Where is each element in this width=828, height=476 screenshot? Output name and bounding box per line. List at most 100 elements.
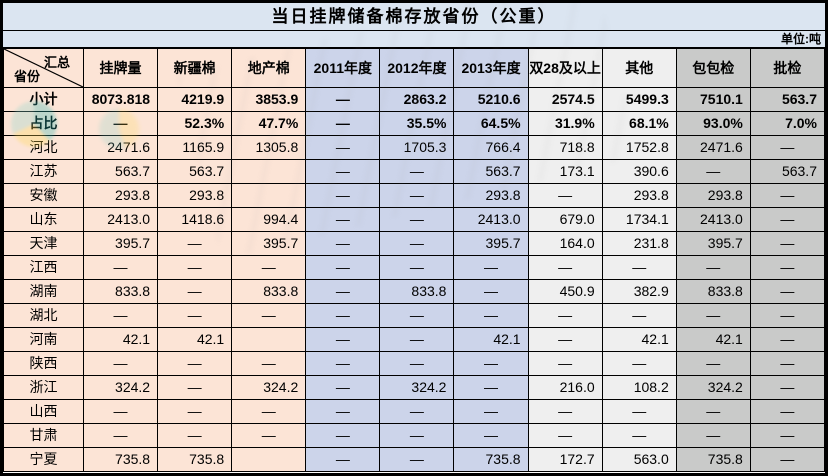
table-cell: — bbox=[601, 255, 677, 280]
row-label: 甘肃 bbox=[3, 423, 84, 448]
table-cell: — bbox=[305, 279, 381, 304]
cotton-province-table: 汇总 省份 挂牌量 新疆棉 地产棉 2011年度 2012年度 2013年度 双28及以上其… bbox=[3, 48, 825, 472]
table-cell: — bbox=[379, 255, 455, 280]
table-cell: 7.0% bbox=[749, 111, 825, 136]
table-cell: — bbox=[379, 303, 455, 328]
table-cell: 293.8 bbox=[453, 183, 529, 208]
table-cell: 108.2 bbox=[601, 375, 677, 400]
table-cell: — bbox=[82, 111, 159, 136]
table-cell: — bbox=[527, 183, 603, 208]
table-cell: 563.0 bbox=[601, 447, 677, 472]
table-cell: — bbox=[305, 447, 381, 472]
table-cell: 35.5% bbox=[379, 111, 455, 136]
table-cell: 563.7 bbox=[453, 159, 529, 184]
table-cell: 8073.818 bbox=[82, 87, 159, 112]
table-cell: — bbox=[749, 327, 825, 352]
table-cell: — bbox=[675, 351, 751, 376]
table-cell: — bbox=[749, 279, 825, 304]
table-cell: — bbox=[157, 351, 233, 376]
table-cell: 42.1 bbox=[453, 327, 529, 352]
table-row: 占比 —52.3% 47.7% —35.5% 64.5% 31.9% 68.1% 93.0% 7… bbox=[3, 111, 825, 136]
table-cell: 2413.0 bbox=[453, 207, 529, 232]
table-row: 陕西 — — — — — — — — — — bbox=[3, 351, 825, 376]
table-cell: — bbox=[305, 207, 381, 232]
table-cell: — bbox=[305, 87, 381, 112]
table-cell: — bbox=[82, 423, 159, 448]
table-cell: — bbox=[305, 135, 381, 160]
table-cell: — bbox=[749, 447, 825, 472]
row-label: 山东 bbox=[3, 207, 84, 232]
table-cell: — bbox=[527, 423, 603, 448]
table-cell: 2413.0 bbox=[675, 207, 751, 232]
table-cell: — bbox=[305, 159, 381, 184]
table-cell: — bbox=[527, 399, 603, 424]
table-cell: — bbox=[379, 159, 455, 184]
table-cell: — bbox=[231, 351, 307, 376]
table-cell: — bbox=[82, 303, 159, 328]
table-cell: 395.7 bbox=[231, 231, 307, 256]
table-cell: 3853.9 bbox=[231, 87, 307, 112]
table-cell: 324.2 bbox=[231, 375, 307, 400]
table-cell: 1305.8 bbox=[231, 135, 307, 160]
table-cell: — bbox=[305, 423, 381, 448]
table-cell: 93.0% bbox=[675, 111, 751, 136]
table-cell: 2471.6 bbox=[82, 135, 159, 160]
table-cell: — bbox=[305, 231, 381, 256]
table-row: 宁夏 735.8 735.8— —735.8 172.7 563.0 735.8— bbox=[3, 447, 825, 472]
table-cell: 324.2 bbox=[675, 375, 751, 400]
table-cell: — bbox=[453, 375, 529, 400]
column-header: 2011年度 bbox=[305, 48, 381, 88]
table-row: 甘肃 — — — — — — — — — — bbox=[3, 423, 825, 448]
corner-label-bottom: 省份 bbox=[14, 69, 41, 84]
table-cell: 382.9 bbox=[601, 279, 677, 304]
table-cell: — bbox=[305, 183, 381, 208]
table-cell: — bbox=[601, 303, 677, 328]
table-row: 湖北 — — — — — — — — — — bbox=[3, 303, 825, 328]
table-cell: — bbox=[305, 375, 381, 400]
table-cell: — bbox=[157, 255, 233, 280]
table-cell: 450.9 bbox=[527, 279, 603, 304]
table-cell: 324.2 bbox=[82, 375, 159, 400]
table-row: 湖南 833.8—833.8—833.8—450.9 382.9 833.8— bbox=[3, 279, 825, 304]
table-cell: — bbox=[453, 399, 529, 424]
table-cell: — bbox=[453, 303, 529, 328]
table-cell: — bbox=[675, 399, 751, 424]
column-header: 包包检 bbox=[675, 48, 751, 88]
table-cell: — bbox=[749, 183, 825, 208]
table-cell: — bbox=[379, 399, 455, 424]
table-cell: — bbox=[527, 327, 603, 352]
table-cell: 833.8 bbox=[82, 279, 159, 304]
table-cell: 395.7 bbox=[453, 231, 529, 256]
table-cell: — bbox=[527, 303, 603, 328]
table-cell: 1418.6 bbox=[157, 207, 233, 232]
corner-header-cell: 汇总 省份 bbox=[3, 48, 84, 88]
table-cell: 42.1 bbox=[601, 327, 677, 352]
table-cell: — bbox=[231, 423, 307, 448]
table-cell: — bbox=[379, 351, 455, 376]
table-cell: — bbox=[157, 423, 233, 448]
table-cell: — bbox=[157, 279, 233, 304]
row-label: 陕西 bbox=[3, 351, 84, 376]
table-cell bbox=[231, 327, 307, 352]
table-cell: — bbox=[601, 399, 677, 424]
page-title: 当日挂牌储备棉存放省份（公重） bbox=[3, 3, 825, 31]
table-row: 河南 42.1 42.1— —42.1—42.1 42.1— bbox=[3, 327, 825, 352]
row-label: 小计 bbox=[3, 87, 84, 112]
table-cell: — bbox=[157, 231, 233, 256]
table-cell: 42.1 bbox=[157, 327, 233, 352]
corner-label-top: 汇总 bbox=[43, 55, 70, 70]
table-cell: 68.1% bbox=[601, 111, 677, 136]
table-cell: 2863.2 bbox=[379, 87, 455, 112]
table-row: 天津 395.7—395.7— —395.7 164.0 231.8 395.7— bbox=[3, 231, 825, 256]
table-cell: — bbox=[749, 231, 825, 256]
table-row: 江苏 563.7 563.7— —563.7 173.1 390.6—563.7 bbox=[3, 159, 825, 184]
table-cell: 2471.6 bbox=[675, 135, 751, 160]
table-cell: — bbox=[527, 255, 603, 280]
table-cell: — bbox=[453, 255, 529, 280]
table-cell: 390.6 bbox=[601, 159, 677, 184]
column-header: 其他 bbox=[601, 48, 677, 88]
table-cell: 833.8 bbox=[675, 279, 751, 304]
table-cell: 52.3% bbox=[157, 111, 233, 136]
column-header: 批检 bbox=[749, 48, 825, 88]
